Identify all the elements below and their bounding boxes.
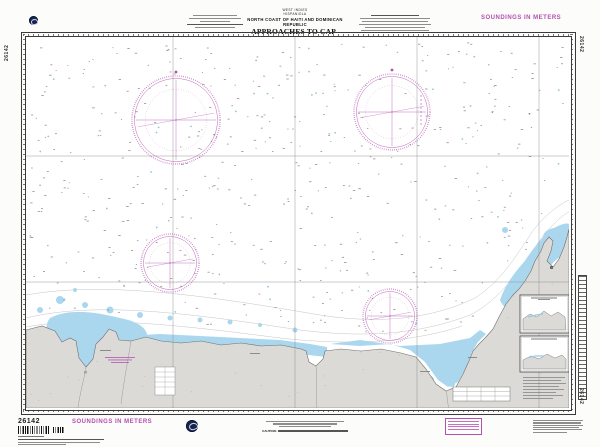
compass-rose bbox=[362, 288, 418, 344]
rivers bbox=[77, 340, 450, 408]
latitude-scale-left bbox=[22, 34, 25, 411]
soundings-layer bbox=[29, 42, 564, 401]
projection-note-block bbox=[186, 13, 244, 30]
edition-notes-block bbox=[533, 419, 583, 434]
land-labels bbox=[84, 266, 553, 374]
notes-block-right bbox=[356, 13, 434, 33]
nga-seal-bottom-icon bbox=[186, 420, 199, 432]
soundings-note-top: SOUNDINGS IN METERS bbox=[481, 15, 562, 21]
inset-legend-block bbox=[523, 377, 566, 399]
depth-conversion-ladder bbox=[578, 275, 587, 400]
chart-canvas bbox=[26, 37, 569, 408]
chart-number-left-top: 26142 bbox=[4, 44, 10, 61]
area-line: NORTH COAST OF HAITI AND DOMINICAN REPUB… bbox=[247, 16, 343, 27]
compass-rose bbox=[353, 68, 431, 151]
inset-panel-2 bbox=[519, 335, 569, 373]
chart-number-bottom-left: 26142 bbox=[18, 418, 40, 425]
barcode bbox=[18, 426, 49, 434]
chart-neatline-outer bbox=[21, 32, 576, 415]
compass-rose bbox=[140, 233, 200, 293]
region-line-2: HISPANIOLA bbox=[283, 12, 307, 16]
nga-seal-icon bbox=[29, 16, 39, 26]
soundings-note-bottom: SOUNDINGS IN METERS bbox=[72, 419, 153, 425]
chart-number-right-top: 26142 bbox=[578, 36, 584, 53]
magenta-note-box bbox=[445, 418, 482, 435]
land-mass bbox=[26, 228, 569, 408]
barcode-small bbox=[53, 427, 65, 433]
graticule bbox=[26, 37, 569, 408]
magenta-note bbox=[105, 357, 135, 363]
inset-panel-1 bbox=[519, 294, 569, 334]
region-line-1: WEST INDIES bbox=[282, 8, 308, 12]
chart-number-right-bottom: 26142 bbox=[578, 388, 584, 405]
bottom-center-notes: CAUTION: bbox=[250, 419, 360, 433]
compass-rose bbox=[131, 70, 221, 165]
bottom-caution-line: CAUTION: bbox=[250, 429, 360, 433]
light-list-table bbox=[154, 366, 176, 396]
compass-roses bbox=[131, 68, 431, 344]
tidal-table bbox=[452, 386, 511, 402]
caution-paragraph bbox=[18, 438, 104, 446]
longitude-scale-top bbox=[23, 33, 572, 36]
barcode-caption-bar bbox=[18, 435, 44, 437]
caution-label: CAUTION: bbox=[262, 428, 277, 433]
